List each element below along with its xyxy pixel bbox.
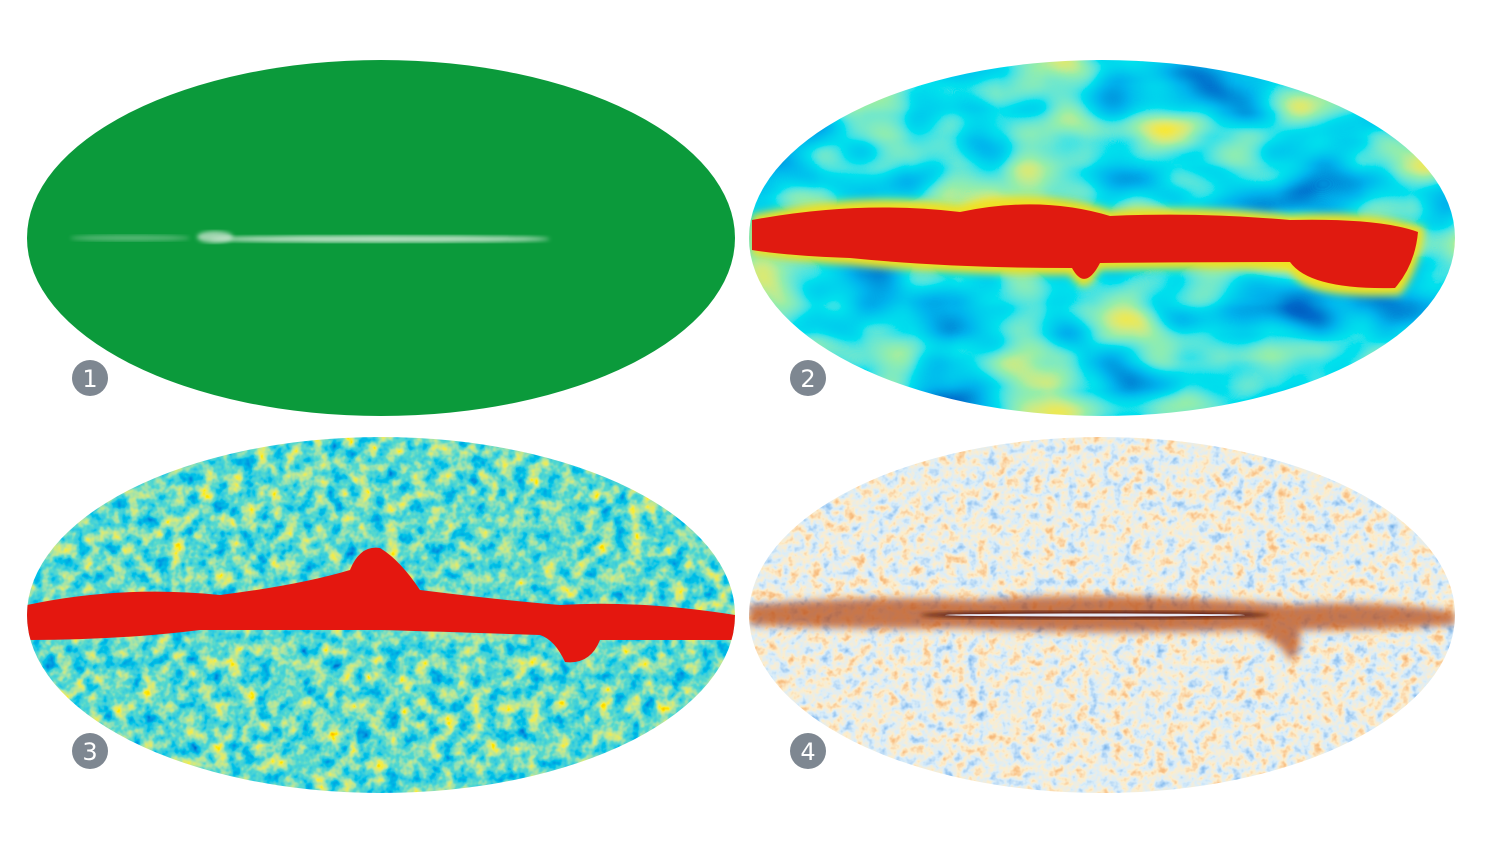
galactic-plane: [70, 235, 190, 241]
galactic-plane-core: [945, 613, 1245, 617]
galactic-plane: [210, 235, 550, 243]
badge: 3: [72, 733, 108, 769]
sky-map: [27, 60, 735, 416]
badge-circle: [72, 733, 108, 769]
badge-label: 1: [82, 365, 97, 393]
badge: 4: [790, 733, 826, 769]
sky-map: [749, 60, 1455, 416]
badge: 2: [790, 360, 826, 396]
badge-label: 2: [800, 365, 815, 393]
badge-circle: [790, 360, 826, 396]
badge-label: 3: [82, 738, 97, 766]
badge: 1: [72, 360, 108, 396]
galactic-band: [752, 204, 1418, 289]
galactic-plane: [197, 231, 233, 243]
galactic-band: [749, 596, 1455, 660]
badge-label: 4: [800, 738, 815, 766]
galactic-band: [27, 547, 735, 663]
sky-map: [27, 437, 735, 793]
badge-circle: [72, 360, 108, 396]
sky-map: [749, 437, 1455, 793]
badge-circle: [790, 733, 826, 769]
